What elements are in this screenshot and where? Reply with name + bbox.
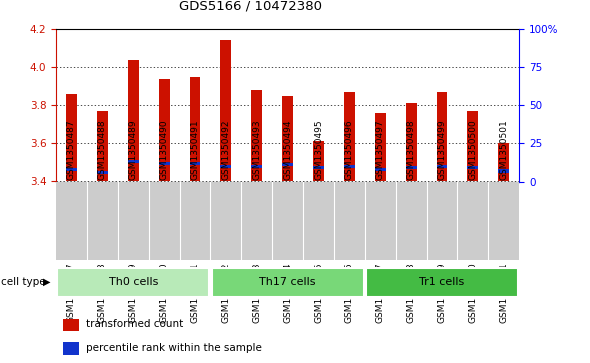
Bar bbox=[282, 163, 293, 166]
Text: GDS5166 / 10472380: GDS5166 / 10472380 bbox=[179, 0, 322, 13]
Bar bbox=[282, 96, 293, 182]
Bar bbox=[437, 164, 447, 168]
Bar bbox=[97, 111, 108, 182]
Bar bbox=[375, 113, 386, 182]
Bar bbox=[344, 164, 355, 168]
Bar bbox=[406, 166, 417, 170]
Bar bbox=[344, 92, 355, 182]
Bar bbox=[221, 41, 231, 182]
Bar bbox=[313, 166, 324, 170]
Bar bbox=[499, 143, 509, 182]
Bar bbox=[437, 92, 447, 182]
Bar bbox=[366, 268, 518, 297]
Bar bbox=[159, 78, 169, 182]
Bar bbox=[212, 268, 363, 297]
Bar bbox=[375, 168, 386, 171]
Bar bbox=[66, 168, 77, 171]
Text: cell type: cell type bbox=[1, 277, 46, 287]
Bar bbox=[63, 319, 79, 331]
Bar bbox=[499, 169, 509, 172]
Bar bbox=[189, 162, 201, 165]
Text: Th0 cells: Th0 cells bbox=[109, 277, 158, 287]
Bar bbox=[467, 111, 478, 182]
Bar bbox=[97, 171, 108, 174]
Text: Th17 cells: Th17 cells bbox=[260, 277, 316, 287]
Bar bbox=[251, 164, 262, 168]
Text: percentile rank within the sample: percentile rank within the sample bbox=[86, 343, 262, 353]
Bar bbox=[189, 77, 201, 182]
Bar bbox=[66, 94, 77, 182]
Bar bbox=[63, 342, 79, 355]
Bar bbox=[159, 162, 169, 165]
Bar bbox=[406, 103, 417, 182]
Text: transformed count: transformed count bbox=[86, 319, 183, 330]
Bar bbox=[221, 164, 231, 168]
Text: ▶: ▶ bbox=[42, 277, 50, 287]
Text: Tr1 cells: Tr1 cells bbox=[419, 277, 465, 287]
Bar bbox=[128, 160, 139, 163]
Bar bbox=[57, 268, 209, 297]
Bar bbox=[313, 142, 324, 182]
Bar bbox=[251, 90, 262, 182]
Bar bbox=[128, 60, 139, 182]
Bar bbox=[467, 166, 478, 170]
